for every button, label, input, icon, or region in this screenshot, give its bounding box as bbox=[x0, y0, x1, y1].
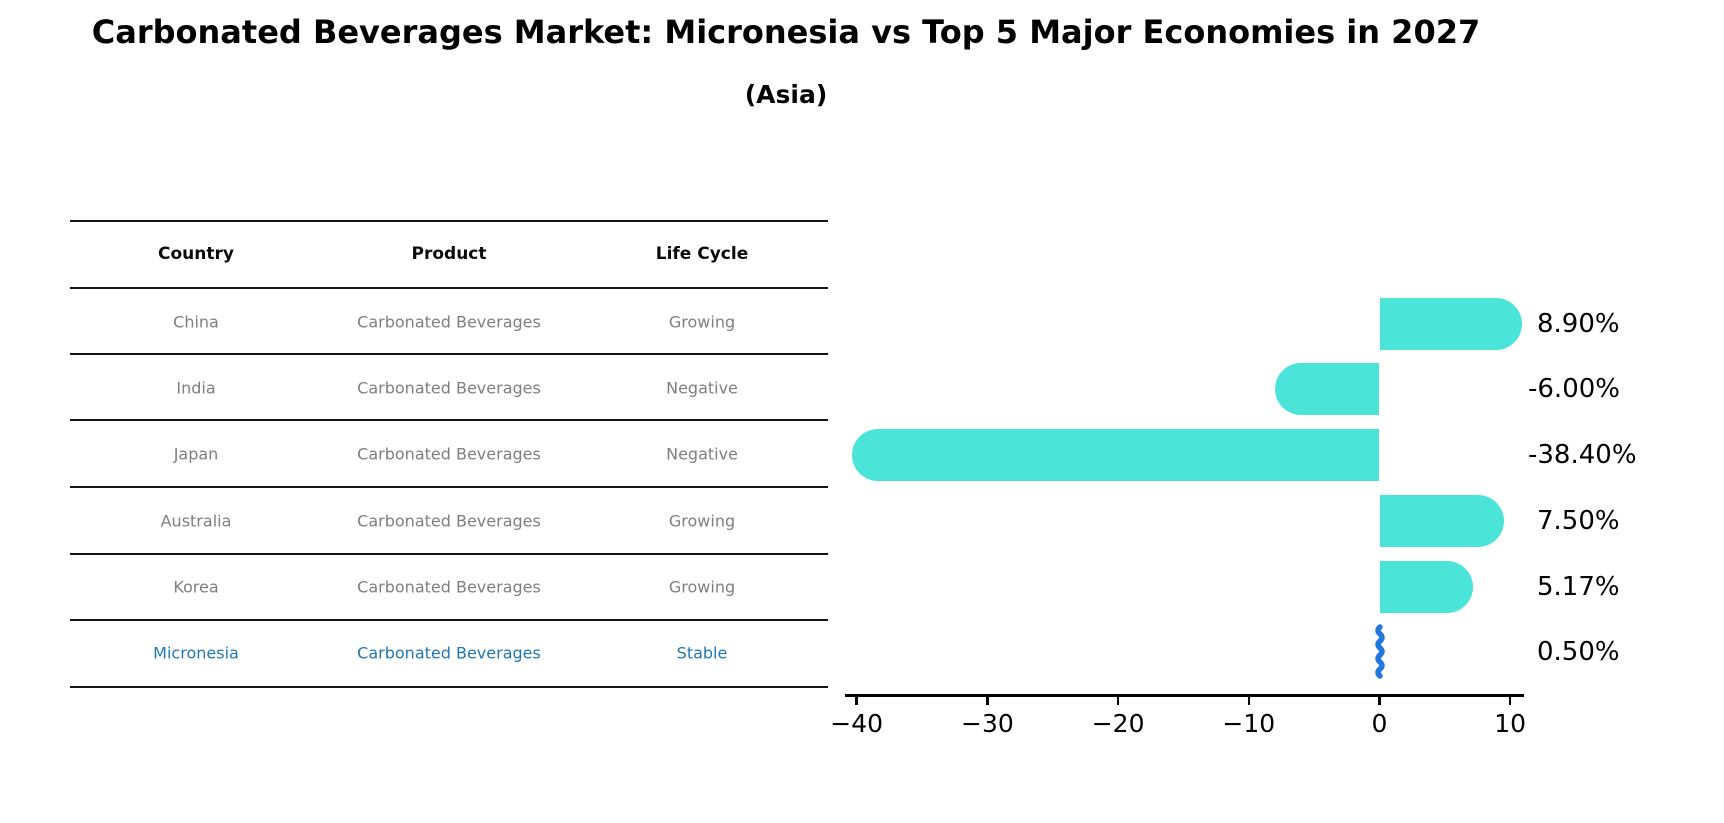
bar-value-label: -6.00% bbox=[1528, 374, 1620, 404]
bar-value-label: 8.90% bbox=[1537, 309, 1620, 339]
x-axis-tick-label: 10 bbox=[1494, 709, 1527, 738]
bar-value-label: -38.40% bbox=[1528, 440, 1637, 470]
bar-value-label: 7.50% bbox=[1537, 506, 1620, 536]
table-divider-line bbox=[70, 220, 828, 222]
chart-subtitle: (Asia) bbox=[744, 80, 828, 109]
bar-value-label: 5.17% bbox=[1537, 572, 1620, 602]
x-axis-line bbox=[845, 694, 1524, 697]
chart-title: Carbonated Beverages Market: Micronesia … bbox=[91, 13, 1481, 51]
bar-australia bbox=[1379, 495, 1504, 547]
cell-country: India bbox=[176, 378, 216, 398]
x-axis-tick-mark bbox=[1247, 696, 1251, 705]
bar-china bbox=[1379, 298, 1522, 350]
cell-life-cycle: Growing bbox=[668, 312, 736, 332]
cell-life-cycle: Negative bbox=[666, 444, 738, 464]
column-header-life-cycle: Life Cycle bbox=[655, 244, 749, 264]
x-axis-tick-label: −40 bbox=[830, 709, 884, 738]
table-divider-line bbox=[70, 686, 828, 688]
x-axis-tick-mark bbox=[986, 696, 989, 705]
cell-country: China bbox=[173, 312, 219, 332]
cell-product: Carbonated Beverages bbox=[357, 511, 541, 531]
cell-life-cycle: Negative bbox=[666, 378, 738, 398]
column-header-country: Country bbox=[158, 244, 234, 264]
x-axis-tick-label: −10 bbox=[1222, 709, 1276, 738]
x-axis-tick-mark bbox=[1508, 696, 1512, 705]
cell-country: Korea bbox=[173, 577, 219, 597]
cell-life-cycle: Growing bbox=[668, 577, 736, 597]
column-header-product: Product bbox=[411, 244, 487, 264]
cell-product: Carbonated Beverages bbox=[357, 312, 541, 332]
x-axis-tick-label: −30 bbox=[961, 709, 1014, 738]
cell-country: Micronesia bbox=[153, 643, 239, 663]
bar-value-label: 0.50% bbox=[1537, 637, 1620, 667]
bar-japan bbox=[851, 429, 1380, 481]
cell-life-cycle: Stable bbox=[676, 643, 728, 663]
cell-product: Carbonated Beverages bbox=[357, 378, 541, 398]
cell-product: Carbonated Beverages bbox=[357, 444, 541, 464]
table-divider-line bbox=[70, 553, 828, 555]
x-axis-tick-mark bbox=[1378, 696, 1381, 705]
cell-country: Australia bbox=[160, 511, 232, 531]
x-axis-tick-label: −20 bbox=[1091, 709, 1145, 738]
cell-country: Japan bbox=[173, 444, 219, 464]
bar-korea bbox=[1379, 561, 1474, 613]
bar-india bbox=[1275, 363, 1380, 415]
table-divider-line bbox=[70, 619, 828, 621]
highlight-marker-squiggle bbox=[1375, 624, 1385, 679]
cell-product: Carbonated Beverages bbox=[357, 643, 541, 663]
table-divider-line bbox=[70, 353, 828, 355]
table-divider-line bbox=[70, 419, 828, 421]
cell-life-cycle: Growing bbox=[668, 511, 736, 531]
cell-product: Carbonated Beverages bbox=[357, 577, 541, 597]
table-divider-line bbox=[70, 486, 828, 488]
x-axis-tick-mark bbox=[855, 696, 858, 705]
x-axis-tick-label: 0 bbox=[1371, 709, 1388, 738]
x-axis-tick-mark bbox=[1116, 696, 1120, 705]
table-divider-line bbox=[70, 287, 828, 289]
